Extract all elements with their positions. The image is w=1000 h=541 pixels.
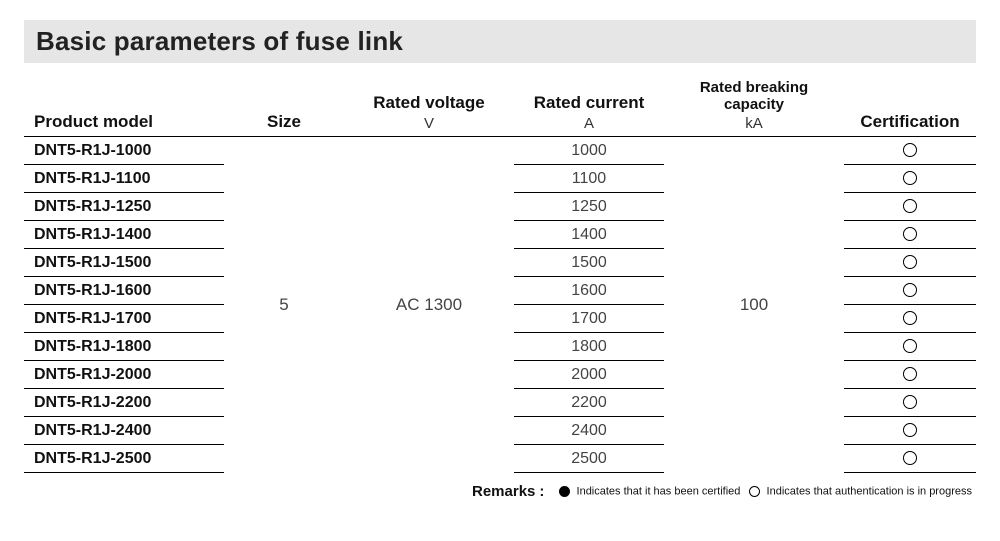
cell-voltage: AC 1300 xyxy=(344,137,514,473)
cell-model: DNT5-R1J-1500 xyxy=(24,249,224,277)
cell-cert xyxy=(844,165,976,193)
remarks: Remarks: Indicates that it has been cert… xyxy=(24,473,976,520)
remarks-label: Remarks xyxy=(472,483,535,500)
page-title: Basic parameters of fuse link xyxy=(36,26,964,57)
col-header-size: Size xyxy=(224,73,344,137)
cell-current: 1700 xyxy=(514,305,664,333)
col-header-cert: Certification xyxy=(844,73,976,137)
cell-cert xyxy=(844,193,976,221)
cell-model: DNT5-R1J-1800 xyxy=(24,333,224,361)
cell-cert xyxy=(844,417,976,445)
cell-cert xyxy=(844,137,976,165)
cell-current: 1250 xyxy=(514,193,664,221)
cell-cert xyxy=(844,277,976,305)
cell-size: 5 xyxy=(224,137,344,473)
cell-model: DNT5-R1J-2400 xyxy=(24,417,224,445)
col-header-voltage: Rated voltage V xyxy=(344,73,514,137)
circle-open-icon xyxy=(903,283,917,297)
col-header-current: Rated current A xyxy=(514,73,664,137)
circle-open-icon xyxy=(903,255,917,269)
cell-cert xyxy=(844,249,976,277)
cell-model: DNT5-R1J-1100 xyxy=(24,165,224,193)
cell-current: 2000 xyxy=(514,361,664,389)
circle-open-icon xyxy=(903,395,917,409)
circle-open-icon xyxy=(903,451,917,465)
cell-current: 2200 xyxy=(514,389,664,417)
cell-current: 2400 xyxy=(514,417,664,445)
cell-model: DNT5-R1J-2500 xyxy=(24,445,224,473)
cell-model: DNT5-R1J-1250 xyxy=(24,193,224,221)
cell-cert xyxy=(844,361,976,389)
cell-model: DNT5-R1J-2000 xyxy=(24,361,224,389)
remarks-in-progress: Indicates that authentication is in prog… xyxy=(767,486,972,498)
spec-table: Product model Size Rated voltage V Rated… xyxy=(24,73,976,473)
cell-cert xyxy=(844,305,976,333)
remarks-certified: Indicates that it has been certified xyxy=(577,486,741,498)
cell-model: DNT5-R1J-1600 xyxy=(24,277,224,305)
circle-filled-icon xyxy=(559,486,570,497)
cell-current: 1600 xyxy=(514,277,664,305)
cell-current: 1000 xyxy=(514,137,664,165)
cell-current: 1100 xyxy=(514,165,664,193)
cell-model: DNT5-R1J-2200 xyxy=(24,389,224,417)
circle-open-icon xyxy=(903,423,917,437)
circle-open-icon xyxy=(903,339,917,353)
cell-current: 1400 xyxy=(514,221,664,249)
circle-open-icon xyxy=(903,367,917,381)
circle-open-icon xyxy=(903,143,917,157)
cell-cert xyxy=(844,445,976,473)
cell-current: 2500 xyxy=(514,445,664,473)
cell-cert xyxy=(844,221,976,249)
circle-open-icon xyxy=(903,227,917,241)
cell-model: DNT5-R1J-1000 xyxy=(24,137,224,165)
cell-model: DNT5-R1J-1400 xyxy=(24,221,224,249)
circle-open-icon xyxy=(903,311,917,325)
cell-current: 1800 xyxy=(514,333,664,361)
col-header-breaking: Rated breaking capacity kA xyxy=(664,73,844,137)
title-bar: Basic parameters of fuse link xyxy=(24,20,976,63)
cell-model: DNT5-R1J-1700 xyxy=(24,305,224,333)
col-header-model: Product model xyxy=(24,73,224,137)
circle-open-icon xyxy=(903,171,917,185)
cell-cert xyxy=(844,333,976,361)
circle-open-icon xyxy=(903,199,917,213)
cell-cert xyxy=(844,389,976,417)
cell-breaking: 100 xyxy=(664,137,844,473)
circle-open-icon xyxy=(749,486,760,497)
table-row: DNT5-R1J-10005AC 13001000100 xyxy=(24,137,976,165)
cell-current: 1500 xyxy=(514,249,664,277)
